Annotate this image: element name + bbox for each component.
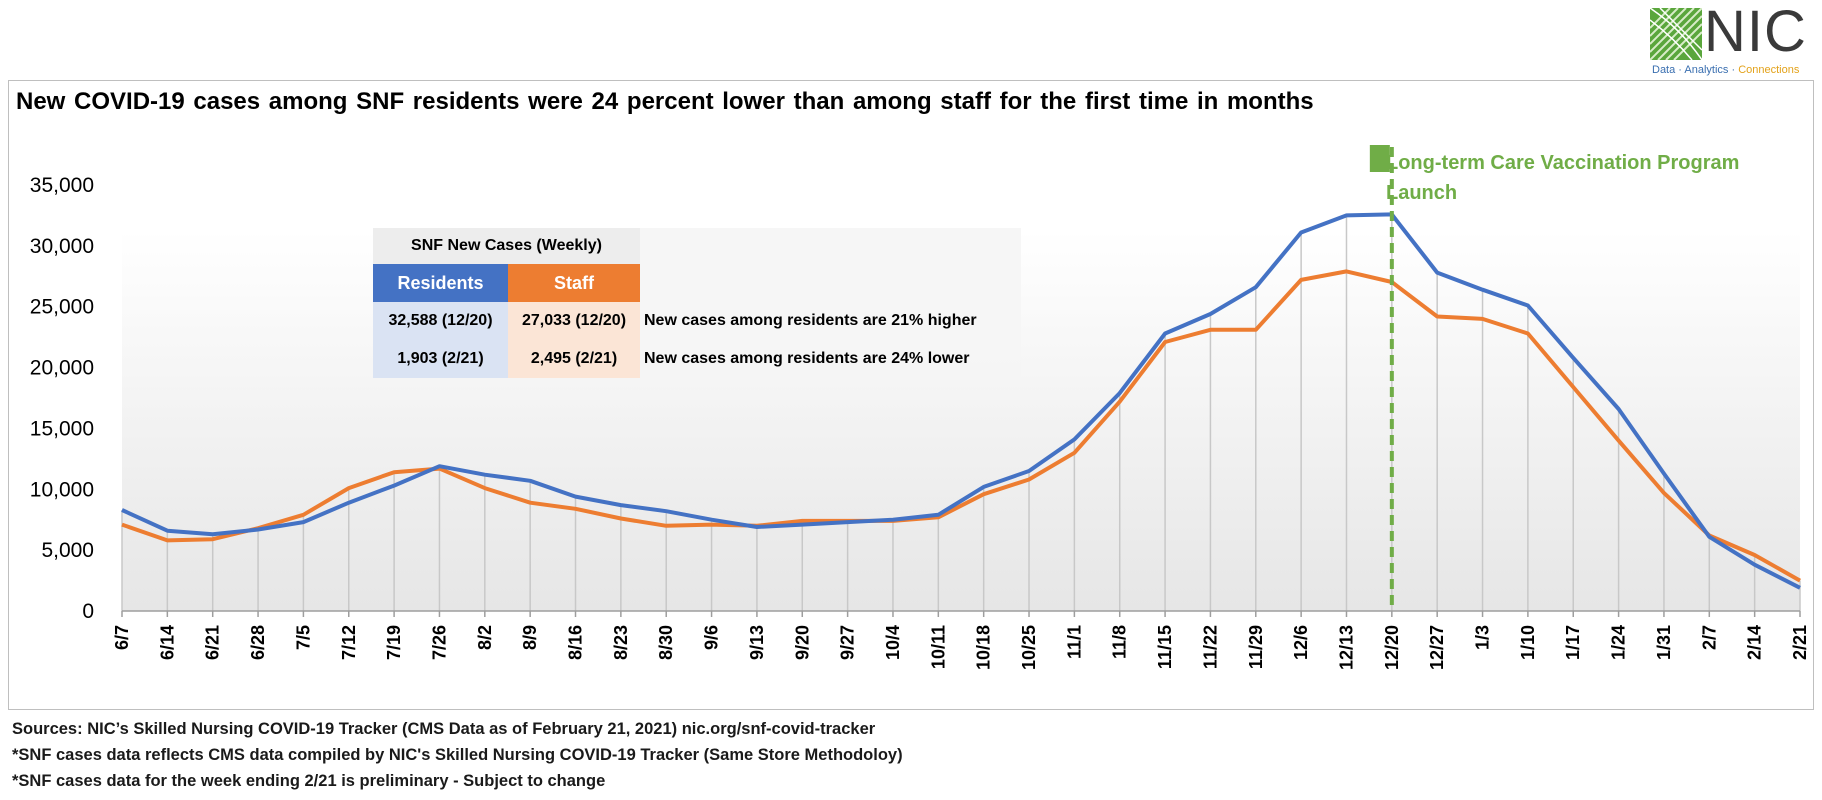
table-row-1-note: New cases among residents are 21% higher: [644, 312, 977, 329]
table-col-residents: Residents: [373, 264, 508, 302]
x-tick-label: 8/23: [611, 625, 631, 660]
table-header: SNF New Cases (Weekly): [373, 228, 640, 264]
x-tick-label: 7/19: [384, 625, 404, 660]
table-col-staff: Staff: [508, 264, 640, 302]
table-row-1-residents: 32,588 (12/20): [373, 302, 508, 340]
table-row-2-residents: 1,903 (2/21): [373, 340, 508, 378]
x-tick-label: 1/17: [1563, 625, 1583, 660]
table-row-2-staff: 2,495 (2/21): [508, 340, 640, 378]
annotation-line-1: Long-term Care Vaccination Program: [1386, 152, 1740, 174]
x-tick-label: 8/16: [566, 625, 586, 660]
snf-new-cases-table: SNF New Cases (Weekly) Residents Staff 3…: [373, 228, 1021, 378]
y-tick-label: 10,000: [30, 478, 94, 501]
x-tick-label: 6/21: [203, 625, 223, 660]
y-tick-label: 25,000: [30, 296, 94, 319]
x-tick-label: 12/27: [1427, 625, 1447, 670]
nic-logo: NIC Data · Analytics · Connections: [1640, 0, 1820, 82]
y-tick-label: 15,000: [30, 417, 94, 440]
chart-title: New COVID-19 cases among SNF residents w…: [16, 88, 1314, 115]
x-tick-label: 9/6: [702, 625, 722, 650]
table-row-2-note: New cases among residents are 24% lower: [644, 350, 970, 367]
source-line: *SNF cases data reflects CMS data compil…: [12, 746, 903, 764]
x-tick-label: 6/28: [248, 625, 268, 660]
x-tick-label: 1/31: [1654, 625, 1674, 660]
x-tick-label: 10/11: [928, 625, 948, 669]
chart-frame: [8, 80, 1814, 710]
series-line-staff: [121, 269, 1801, 583]
y-tick-label: 0: [82, 600, 94, 623]
x-tick-label: 8/9: [520, 625, 540, 650]
x-tick-label: 11/22: [1200, 625, 1220, 669]
series-line-residents: [121, 212, 1801, 590]
x-tick-label: 11/29: [1246, 625, 1266, 669]
x-tick-label: 10/25: [1019, 625, 1039, 670]
x-tick-label: 10/4: [883, 625, 903, 660]
vaccination-launch-annotation: Long-term Care Vaccination Program Launc…: [1386, 148, 1806, 208]
x-tick-label: 7/5: [293, 625, 313, 650]
x-tick-label: 2/7: [1699, 625, 1719, 650]
x-tick-label: 7/12: [339, 625, 359, 660]
x-tick-label: 2/21: [1790, 625, 1810, 660]
nic-logo-tagline: Data · Analytics · Connections: [1652, 64, 1800, 76]
y-tick-label: 30,000: [30, 235, 94, 258]
x-tick-label: 1/24: [1609, 625, 1629, 660]
sources-footer: Sources: NIC’s Skilled Nursing COVID-19 …: [12, 716, 903, 794]
x-tick-label: 1/3: [1473, 625, 1493, 650]
x-tick-label: 7/26: [429, 625, 449, 660]
x-tick-label: 11/1: [1064, 625, 1084, 659]
x-tick-label: 1/10: [1518, 625, 1538, 660]
x-tick-label: 9/20: [792, 625, 812, 660]
x-tick-label: 6/7: [112, 625, 132, 650]
y-tick-label: 35,000: [30, 174, 94, 197]
annotation-line-2: Launch: [1386, 182, 1458, 204]
x-tick-label: 11/8: [1110, 625, 1130, 659]
table-row-1-staff: 27,033 (12/20): [508, 302, 640, 340]
source-line: *SNF cases data for the week ending 2/21…: [12, 772, 606, 790]
flag-icon: [1369, 145, 1390, 172]
y-tick-label: 5,000: [41, 539, 94, 562]
x-tick-label: 12/13: [1336, 625, 1356, 670]
x-tick-label: 12/20: [1382, 625, 1402, 670]
x-tick-label: 6/14: [157, 625, 177, 660]
x-tick-label: 9/13: [747, 625, 767, 660]
x-tick-label: 2/14: [1745, 625, 1765, 660]
y-tick-label: 20,000: [30, 357, 94, 380]
source-line: Sources: NIC’s Skilled Nursing COVID-19 …: [12, 720, 876, 738]
x-tick-label: 11/15: [1155, 625, 1175, 669]
x-tick-label: 10/18: [974, 625, 994, 670]
x-tick-label: 8/2: [475, 625, 495, 650]
nic-logo-text: NIC: [1704, 0, 1807, 64]
x-tick-label: 9/27: [838, 625, 858, 660]
nic-logo-mark: [1650, 8, 1702, 60]
x-tick-label: 8/30: [656, 625, 676, 660]
x-tick-label: 12/6: [1291, 625, 1311, 660]
